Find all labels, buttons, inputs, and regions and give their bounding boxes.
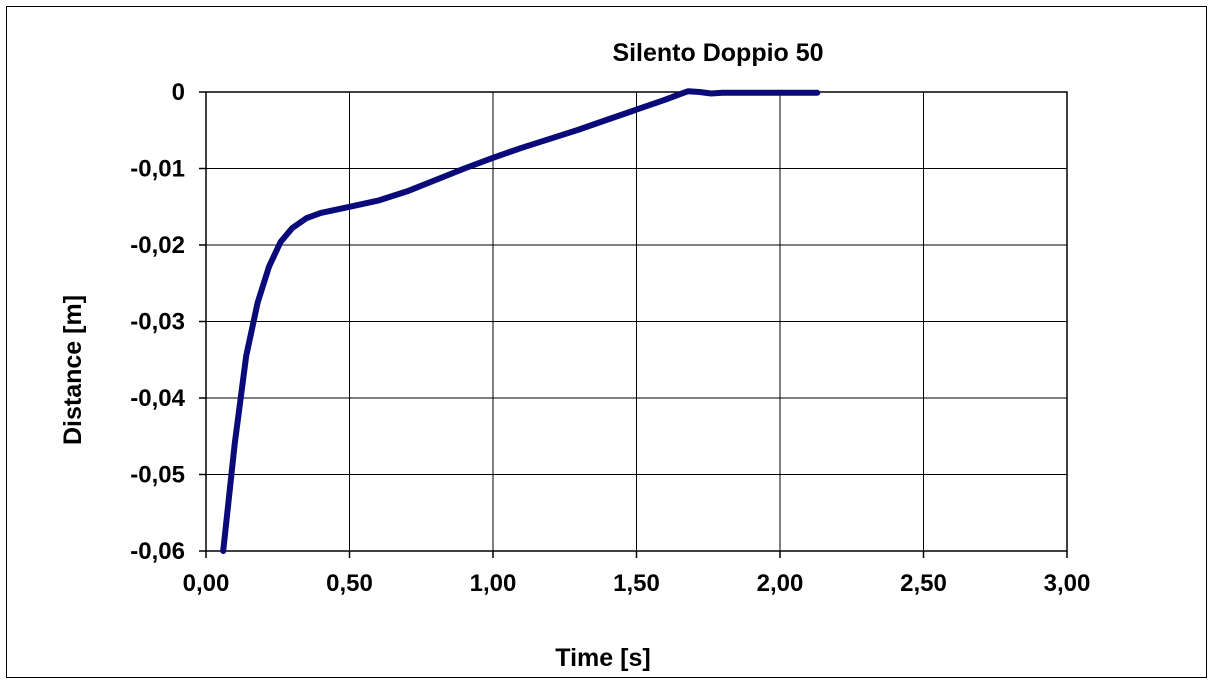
y-tick-labels: 0 -0,01 -0,02 -0,03 -0,04 -0,05 -0,06: [130, 79, 185, 565]
grid-lines: [206, 92, 1067, 551]
y-tick-label: -0,01: [130, 156, 185, 183]
y-tick-label: -0,02: [130, 232, 185, 259]
x-tick-label: 0,00: [183, 570, 230, 597]
x-tick-label: 2,00: [757, 570, 804, 597]
x-tick-label: 1,50: [613, 570, 660, 597]
y-tick-label: 0: [172, 79, 185, 106]
y-tick-label: -0,04: [130, 385, 185, 412]
y-axis-label: Distance [m]: [59, 295, 87, 445]
series-line: [220, 88, 821, 554]
series-group: [220, 88, 821, 554]
x-tick-label: 3,00: [1044, 570, 1091, 597]
y-tick-label: -0,03: [130, 309, 185, 336]
tick-marks: [199, 91, 1068, 558]
x-axis-label: Time [s]: [555, 644, 650, 672]
y-tick-label: -0,05: [130, 462, 185, 489]
x-tick-label: 1,00: [470, 570, 517, 597]
x-tick-labels: 0,00 0,50 1,00 1,50 2,00 2,50 3,00: [183, 570, 1091, 597]
x-tick-label: 0,50: [326, 570, 373, 597]
y-tick-label: -0,06: [130, 538, 185, 565]
x-tick-label: 2,50: [900, 570, 947, 597]
chart-title: Silento Doppio 50: [612, 39, 823, 67]
